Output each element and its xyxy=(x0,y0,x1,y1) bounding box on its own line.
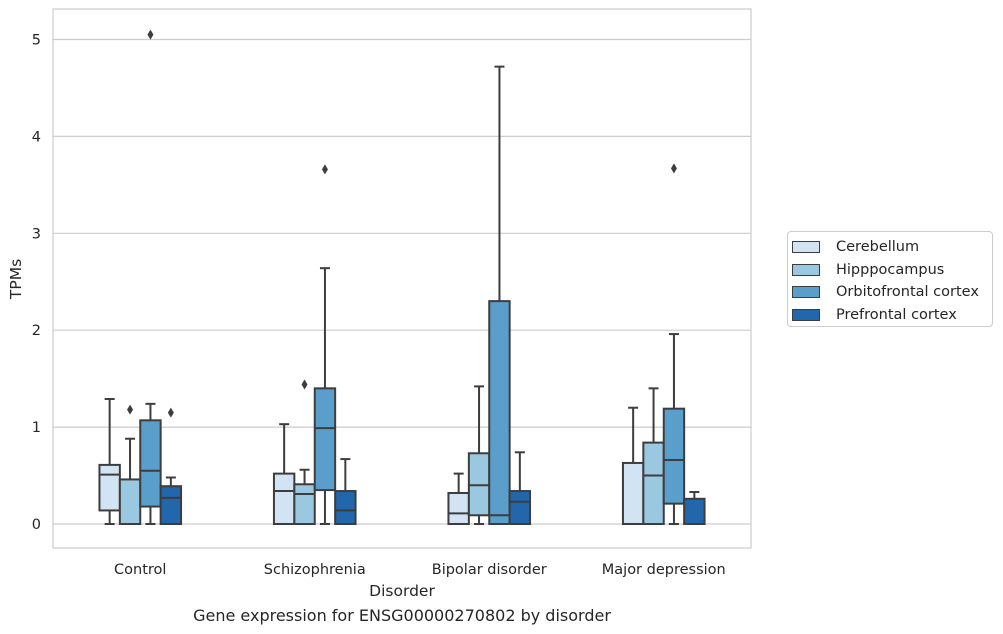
box xyxy=(642,387,665,525)
box xyxy=(293,379,316,525)
x-tick-label: Control xyxy=(114,562,166,578)
box xyxy=(683,491,706,525)
box xyxy=(488,65,511,525)
box-body xyxy=(642,441,665,525)
box-body xyxy=(683,497,706,525)
chart-caption: Gene expression for ENSG00000270802 by d… xyxy=(193,606,611,625)
box xyxy=(118,404,142,525)
legend: Cerebellum Hipppocampus Orbitofrontal cort… xyxy=(787,231,993,327)
box xyxy=(447,472,470,526)
box-body xyxy=(313,387,337,492)
legend-item: Orbitofrontal cortex xyxy=(792,281,992,304)
box xyxy=(662,163,686,525)
legend-swatch xyxy=(792,286,820,299)
box-body xyxy=(621,461,645,526)
box-body xyxy=(139,419,162,508)
y-tick-label: 1 xyxy=(32,420,41,436)
y-tick-label: 0 xyxy=(32,517,41,533)
legend-item: Prefrontal cortex xyxy=(792,304,992,327)
legend-item: Hipppocampus xyxy=(792,259,992,282)
box-body xyxy=(488,300,511,525)
legend-swatch xyxy=(792,241,820,254)
legend-label: Cerebellum xyxy=(836,239,920,256)
y-axis-label: TPMs xyxy=(7,259,25,300)
box-body xyxy=(118,478,142,525)
plot-frame xyxy=(52,8,752,549)
box xyxy=(313,164,337,525)
outlier-point xyxy=(147,29,154,40)
series-hipppocampus xyxy=(118,379,665,525)
outlier-point xyxy=(670,163,677,174)
box-body xyxy=(662,407,686,505)
y-tick-labels: 0 1 2 3 4 5 xyxy=(32,33,41,534)
box xyxy=(159,407,183,526)
x-tick-label: Bipolar disorder xyxy=(432,562,547,578)
box-series xyxy=(98,29,706,526)
box xyxy=(139,29,162,525)
box-body xyxy=(293,483,316,525)
y-tick-label: 5 xyxy=(32,33,41,49)
y-tick-label: 3 xyxy=(32,226,41,242)
box-body xyxy=(447,491,470,526)
legend-label: Prefrontal cortex xyxy=(836,306,957,323)
box xyxy=(508,451,532,525)
box xyxy=(98,397,121,525)
outlier-point xyxy=(321,164,328,175)
legend-label: Orbitofrontal cortex xyxy=(836,284,979,301)
box-body xyxy=(508,490,532,525)
x-tick-labels: Control Schizophrenia Bipolar disorder Majo… xyxy=(114,562,726,578)
series-prefrontal-cortex xyxy=(159,407,706,526)
x-axis-label: Disorder xyxy=(369,582,435,600)
box xyxy=(467,385,491,525)
box xyxy=(621,406,645,526)
series-cerebellum xyxy=(98,397,645,526)
outlier-point xyxy=(167,407,174,418)
legend-label: Hipppocampus xyxy=(836,261,945,278)
y-tick-label: 2 xyxy=(32,323,41,339)
series-orbitofrontal-cortex xyxy=(139,29,686,525)
box-body xyxy=(98,463,121,512)
box-body xyxy=(272,472,296,525)
legend-item: Cerebellum xyxy=(792,236,992,259)
box xyxy=(334,458,357,525)
x-tick-label: Schizophrenia xyxy=(264,562,366,578)
outlier-point xyxy=(127,404,134,415)
y-tick-label: 4 xyxy=(32,129,41,145)
legend-swatch xyxy=(792,308,820,321)
box-body xyxy=(334,490,357,525)
box xyxy=(272,423,296,525)
x-tick-label: Major depression xyxy=(602,562,726,578)
outlier-point xyxy=(301,379,308,390)
box-body xyxy=(159,485,183,526)
legend-swatch xyxy=(792,263,820,276)
